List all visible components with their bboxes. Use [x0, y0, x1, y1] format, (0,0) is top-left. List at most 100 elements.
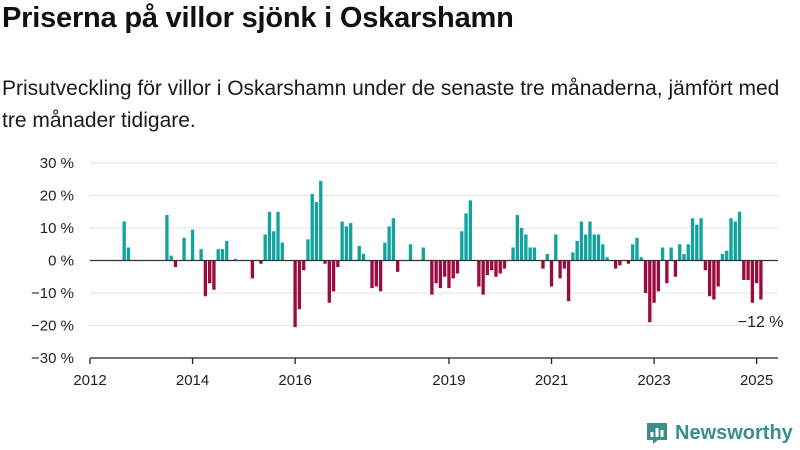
- y-tick-label: −20 %: [31, 318, 74, 335]
- bar: [391, 218, 396, 261]
- bar: [750, 260, 755, 303]
- x-tick-label: 2014: [176, 372, 209, 389]
- bar: [233, 258, 237, 261]
- bar: [579, 221, 584, 261]
- bar: [618, 260, 622, 266]
- newsworthy-logo-icon: [647, 423, 667, 444]
- bar: [690, 218, 695, 261]
- bar: [502, 260, 507, 269]
- bar: [250, 260, 255, 279]
- bar: [361, 254, 366, 261]
- bar: [635, 237, 639, 261]
- bar: [336, 260, 340, 267]
- bar: [656, 260, 661, 292]
- bar: [545, 254, 549, 261]
- bar: [725, 250, 729, 261]
- bar: [340, 221, 344, 261]
- bar: [212, 260, 216, 290]
- y-axis: −30 % −20 % −10 % 0 % 10 % 20 % 30 %: [31, 155, 74, 367]
- bar: [169, 255, 173, 261]
- bar: [460, 231, 464, 261]
- bar: [759, 260, 763, 300]
- bar: [592, 234, 596, 261]
- bar: [665, 260, 669, 284]
- x-tick-label: 2023: [637, 372, 670, 389]
- bar: [408, 244, 413, 261]
- bars-group: [122, 180, 763, 328]
- bar: [541, 260, 545, 269]
- bar: [387, 226, 391, 261]
- brand-name: Newsworthy: [675, 421, 793, 444]
- bar: [707, 260, 712, 297]
- x-tick-label: 2025: [740, 372, 773, 389]
- bar: [481, 260, 485, 295]
- bar: [699, 218, 703, 261]
- bar: [280, 242, 284, 261]
- x-tick-label: 2012: [73, 372, 106, 389]
- bar: [494, 260, 498, 277]
- bar: [746, 260, 750, 280]
- bar: [528, 247, 532, 261]
- bar: [575, 241, 579, 261]
- x-tick-label: 2021: [535, 372, 568, 389]
- bar: [455, 260, 460, 274]
- bar: [754, 260, 759, 284]
- bar: [378, 260, 383, 292]
- bar: [302, 260, 306, 271]
- bar: [199, 249, 203, 261]
- brand-logo: Newsworthy: [645, 418, 793, 448]
- bar: [652, 260, 656, 303]
- bar: [327, 260, 331, 303]
- bar: [733, 221, 737, 261]
- bar: [314, 202, 319, 261]
- bar: [549, 260, 554, 287]
- bar: [703, 260, 708, 271]
- bar: [370, 260, 374, 289]
- bar: [126, 247, 131, 261]
- bar: [712, 260, 716, 300]
- bar: [263, 234, 267, 261]
- bar: [182, 237, 186, 261]
- bar: [297, 260, 302, 310]
- bar: [720, 254, 725, 261]
- bar: [596, 234, 601, 261]
- bar: [605, 257, 609, 261]
- bar: [673, 260, 678, 277]
- bar: [122, 221, 126, 261]
- y-tick-label: −10 %: [31, 285, 74, 302]
- bar: [686, 244, 690, 261]
- chart-subtitle: Prisutveckling för villor i Oskarshamn u…: [2, 77, 780, 132]
- bar: [737, 211, 742, 261]
- bar: [554, 234, 558, 261]
- bar: [584, 234, 588, 261]
- bar: [310, 193, 314, 261]
- bar: [515, 215, 519, 261]
- bar: [511, 247, 515, 261]
- bar: [643, 260, 648, 293]
- bar: [357, 245, 361, 261]
- bar: [259, 260, 263, 264]
- bar: [203, 260, 208, 297]
- bar: [524, 234, 528, 261]
- bar: [276, 211, 280, 261]
- bar: [443, 260, 447, 277]
- bar: [626, 260, 631, 264]
- x-axis: 2012 2014 2016 2019 2021 2023 2025: [73, 259, 778, 389]
- bar: [323, 260, 327, 264]
- bar: [682, 254, 686, 261]
- bar: [225, 241, 229, 261]
- bar: [639, 257, 643, 261]
- bar: [421, 247, 425, 261]
- bar: [729, 218, 733, 261]
- bar: [383, 242, 387, 261]
- bar: [678, 244, 682, 261]
- bar: [451, 260, 455, 279]
- bar: [293, 260, 297, 328]
- bar: [601, 244, 605, 261]
- chart-title: Priserna på villor sjönk i Oskarshamn: [2, 2, 514, 34]
- x-tick-label: 2016: [278, 372, 311, 389]
- bar: [588, 221, 592, 261]
- bar: [571, 252, 575, 261]
- bar: [173, 260, 178, 267]
